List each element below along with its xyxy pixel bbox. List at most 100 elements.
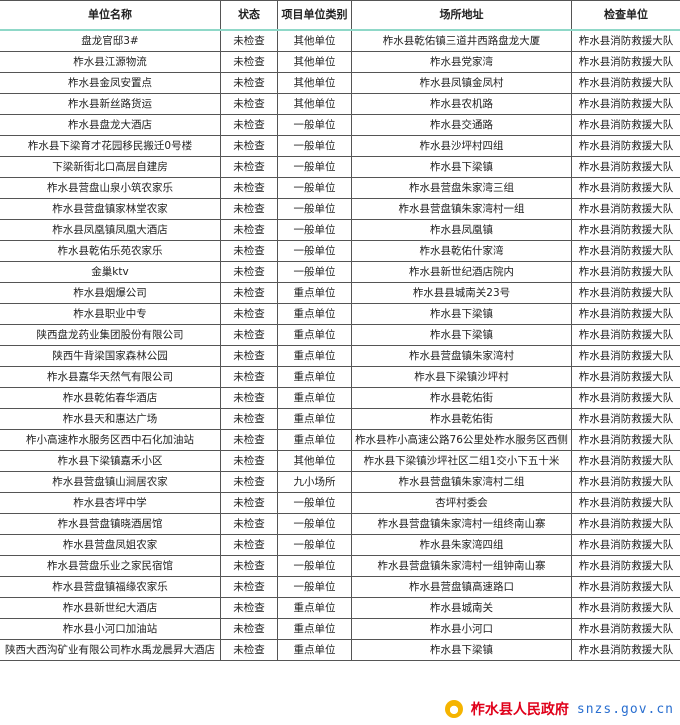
watermark-url: snzs.gov.cn bbox=[576, 701, 674, 717]
table-row: 柞水县新世纪大酒店 未检查 重点单位 柞水县城南关 柞水县消防救援大队 bbox=[0, 597, 680, 619]
cell-address: 柞水县营盘镇高速路口 bbox=[351, 576, 572, 598]
table-row: 柞水县营盘镇家林堂农家 未检查 一般单位 柞水县营盘镇朱家湾村一组 柞水县消防救援大队 bbox=[0, 198, 680, 220]
cell-address: 杏坪村委会 bbox=[351, 492, 572, 514]
cell-inspector: 柞水县消防救援大队 bbox=[571, 576, 680, 598]
cell-address: 柞水县营盘朱家湾三组 bbox=[351, 177, 572, 199]
cell-address: 柞水县下梁镇 bbox=[351, 639, 572, 661]
cell-address: 柞水县凤凰镇 bbox=[351, 219, 572, 241]
table-row: 柞水县盘龙大酒店 未检查 一般单位 柞水县交通路 柞水县消防救援大队 bbox=[0, 114, 680, 136]
table-row: 柞水县营盘镇山涧居农家 未检查 九小场所 柞水县营盘镇朱家湾村二组 柞水县消防救援大队 bbox=[0, 471, 680, 493]
cell-status: 未检查 bbox=[220, 261, 278, 283]
cell-category: 一般单位 bbox=[277, 219, 352, 241]
table-row: 柞水县金凤安置点 未检查 其他单位 柞水县凤镇金凤村 柞水县消防救援大队 bbox=[0, 72, 680, 94]
table-row: 陕西大西沟矿业有限公司柞水禹龙晨昇大酒店 未检查 重点单位 柞水县下梁镇 柞水县消防救援… bbox=[0, 639, 680, 661]
cell-address: 柞水县农机路 bbox=[351, 93, 572, 115]
cell-address: 柞水县柞小高速公路76公里处柞水服务区西侧 bbox=[351, 429, 572, 451]
cell-inspector: 柞水县消防救援大队 bbox=[571, 492, 680, 514]
cell-status: 未检查 bbox=[220, 114, 278, 136]
table-row: 下梁新街北口高层自建房 未检查 一般单位 柞水县下梁镇 柞水县消防救援大队 bbox=[0, 156, 680, 178]
cell-unit-name: 柞小高速柞水服务区西中石化加油站 bbox=[0, 429, 221, 451]
table-row: 柞小高速柞水服务区西中石化加油站 未检查 重点单位 柞水县柞小高速公路76公里处柞水服… bbox=[0, 429, 680, 451]
table-row: 柞水县营盘山泉小筑农家乐 未检查 一般单位 柞水县营盘朱家湾三组 柞水县消防救援大队 bbox=[0, 177, 680, 199]
cell-address: 柞水县凤镇金凤村 bbox=[351, 72, 572, 94]
cell-unit-name: 柞水县盘龙大酒店 bbox=[0, 114, 221, 136]
cell-inspector: 柞水县消防救援大队 bbox=[571, 366, 680, 388]
cell-inspector: 柞水县消防救援大队 bbox=[571, 555, 680, 577]
cell-inspector: 柞水县消防救援大队 bbox=[571, 597, 680, 619]
table-row: 柞水县职业中专 未检查 重点单位 柞水县下梁镇 柞水县消防救援大队 bbox=[0, 303, 680, 325]
cell-status: 未检查 bbox=[220, 534, 278, 556]
cell-status: 未检查 bbox=[220, 135, 278, 157]
cell-address: 柞水县下梁镇沙坪社区二组1交小下五十米 bbox=[351, 450, 572, 472]
cell-address: 柞水县朱家湾四组 bbox=[351, 534, 572, 556]
table-row: 柞水县嘉华天然气有限公司 未检查 重点单位 柞水县下梁镇沙坪村 柞水县消防救援大队 bbox=[0, 366, 680, 388]
cell-category: 重点单位 bbox=[277, 324, 352, 346]
cell-status: 未检查 bbox=[220, 429, 278, 451]
cell-category: 一般单位 bbox=[277, 114, 352, 136]
cell-status: 未检查 bbox=[220, 303, 278, 325]
cell-inspector: 柞水县消防救援大队 bbox=[571, 513, 680, 535]
table-row: 陕西牛背梁国家森林公园 未检查 重点单位 柞水县营盘镇朱家湾村 柞水县消防救援大队 bbox=[0, 345, 680, 367]
cell-address: 柞水县沙坪村四组 bbox=[351, 135, 572, 157]
cell-category: 其他单位 bbox=[277, 93, 352, 115]
watermark: 柞水县人民政府 snzs.gov.cn bbox=[444, 697, 674, 721]
cell-address: 柞水县下梁镇沙坪村 bbox=[351, 366, 572, 388]
cell-unit-name: 柞水县下梁镇嘉禾小区 bbox=[0, 450, 221, 472]
cell-unit-name: 盘龙官邸3# bbox=[0, 29, 221, 52]
cell-inspector: 柞水县消防救援大队 bbox=[571, 135, 680, 157]
cell-category: 一般单位 bbox=[277, 198, 352, 220]
cell-category: 一般单位 bbox=[277, 555, 352, 577]
column-header-category: 项目单位类别 bbox=[277, 0, 352, 31]
cell-unit-name: 柞水县新丝路货运 bbox=[0, 93, 221, 115]
cell-unit-name: 柞水县营盘镇家林堂农家 bbox=[0, 198, 221, 220]
cell-unit-name: 柞水县下梁育才花园移民搬迁0号楼 bbox=[0, 135, 221, 157]
table-row: 柞水县营盘镇福缘农家乐 未检查 一般单位 柞水县营盘镇高速路口 柞水县消防救援大队 bbox=[0, 576, 680, 598]
cell-address: 柞水县下梁镇 bbox=[351, 303, 572, 325]
cell-status: 未检查 bbox=[220, 450, 278, 472]
cell-unit-name: 柞水县营盘镇晓酒居馆 bbox=[0, 513, 221, 535]
table-row: 柞水县乾佑春华酒店 未检查 重点单位 柞水县乾佑街 柞水县消防救援大队 bbox=[0, 387, 680, 409]
cell-status: 未检查 bbox=[220, 471, 278, 493]
cell-unit-name: 金巢ktv bbox=[0, 261, 221, 283]
cell-address: 柞水县党家湾 bbox=[351, 51, 572, 73]
cell-unit-name: 柞水县烟爆公司 bbox=[0, 282, 221, 304]
table-row: 柞水县凤凰镇凤凰大酒店 未检查 一般单位 柞水县凤凰镇 柞水县消防救援大队 bbox=[0, 219, 680, 241]
cell-inspector: 柞水县消防救援大队 bbox=[571, 303, 680, 325]
cell-address: 柞水县营盘镇朱家湾村一组钟南山寨 bbox=[351, 555, 572, 577]
cell-unit-name: 柞水县营盘乐业之家民宿馆 bbox=[0, 555, 221, 577]
cell-address: 柞水县营盘镇朱家湾村二组 bbox=[351, 471, 572, 493]
cell-inspector: 柞水县消防救援大队 bbox=[571, 408, 680, 430]
cell-category: 重点单位 bbox=[277, 282, 352, 304]
cell-inspector: 柞水县消防救援大队 bbox=[571, 198, 680, 220]
cell-category: 重点单位 bbox=[277, 303, 352, 325]
cell-status: 未检查 bbox=[220, 240, 278, 262]
cell-address: 柞水县乾佑镇三道井西路盘龙大厦 bbox=[351, 29, 572, 52]
inspection-table: 单位名称 状态 项目单位类别 场所地址 检查单位 盘龙官邸3# 未检查 其他单位 柞水县乾佑镇… bbox=[0, 0, 680, 661]
cell-category: 重点单位 bbox=[277, 366, 352, 388]
table-row: 陕西盘龙药业集团股份有限公司 未检查 重点单位 柞水县下梁镇 柞水县消防救援大队 bbox=[0, 324, 680, 346]
cell-category: 其他单位 bbox=[277, 29, 352, 52]
cell-category: 重点单位 bbox=[277, 597, 352, 619]
cell-address: 柞水县营盘镇朱家湾村一组 bbox=[351, 198, 572, 220]
cell-status: 未检查 bbox=[220, 639, 278, 661]
cell-category: 重点单位 bbox=[277, 408, 352, 430]
cell-inspector: 柞水县消防救援大队 bbox=[571, 387, 680, 409]
cell-inspector: 柞水县消防救援大队 bbox=[571, 282, 680, 304]
cell-unit-name: 下梁新街北口高层自建房 bbox=[0, 156, 221, 178]
cell-unit-name: 柞水县乾佑春华酒店 bbox=[0, 387, 221, 409]
cell-inspector: 柞水县消防救援大队 bbox=[571, 345, 680, 367]
table-row: 柞水县杏坪中学 未检查 一般单位 杏坪村委会 柞水县消防救援大队 bbox=[0, 492, 680, 514]
cell-unit-name: 陕西盘龙药业集团股份有限公司 bbox=[0, 324, 221, 346]
cell-status: 未检查 bbox=[220, 576, 278, 598]
cell-category: 一般单位 bbox=[277, 492, 352, 514]
cell-status: 未检查 bbox=[220, 324, 278, 346]
table-header: 单位名称 状态 项目单位类别 场所地址 检查单位 bbox=[0, 0, 680, 31]
cell-inspector: 柞水县消防救援大队 bbox=[571, 177, 680, 199]
cell-unit-name: 柞水县嘉华天然气有限公司 bbox=[0, 366, 221, 388]
cell-inspector: 柞水县消防救援大队 bbox=[571, 93, 680, 115]
table-row: 柞水县营盘凤姐农家 未检查 一般单位 柞水县朱家湾四组 柞水县消防救援大队 bbox=[0, 534, 680, 556]
cell-status: 未检查 bbox=[220, 492, 278, 514]
cell-unit-name: 柞水县乾佑乐苑农家乐 bbox=[0, 240, 221, 262]
cell-address: 柞水县下梁镇 bbox=[351, 324, 572, 346]
cell-unit-name: 柞水县职业中专 bbox=[0, 303, 221, 325]
